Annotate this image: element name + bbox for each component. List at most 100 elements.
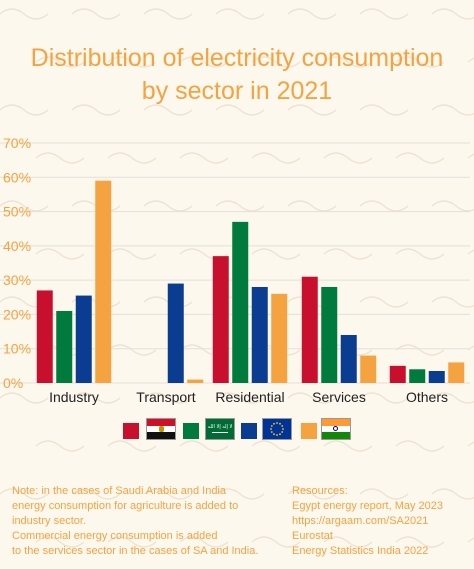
- x-tick-label: Transport: [136, 389, 196, 405]
- background-ornament: [107, 152, 157, 164]
- background-ornament: [323, 440, 373, 452]
- background-ornament: [71, 8, 121, 20]
- eu-star: [279, 433, 281, 436]
- bar: [167, 283, 184, 383]
- resource-line: Egypt energy report, May 2023: [292, 500, 444, 512]
- background-ornament: [323, 536, 373, 548]
- background-ornament: [107, 440, 157, 452]
- y-tick-label: 20%: [3, 306, 31, 322]
- background-ornament: [179, 152, 229, 164]
- background-ornament: [35, 248, 85, 260]
- background-ornament: [215, 392, 265, 404]
- background-ornament: [251, 440, 301, 452]
- bar: [251, 287, 268, 383]
- y-tick-label: 30%: [3, 272, 31, 288]
- x-tick-label: Industry: [49, 389, 99, 405]
- legend: لا إله إلا الله: [0, 416, 474, 446]
- background-ornament: [251, 536, 301, 548]
- background-ornament: [287, 200, 337, 212]
- background-ornament: [395, 536, 445, 548]
- note-line: Note: in the cases of Saudi Arabia and I…: [12, 485, 227, 497]
- eu-flag-icon: [262, 418, 292, 440]
- background-ornament: [179, 440, 229, 452]
- bar: [340, 335, 357, 383]
- background-ornament: [107, 344, 157, 356]
- eu-star: [281, 431, 284, 433]
- y-tick-label: 60%: [3, 169, 31, 185]
- background-ornament: [395, 152, 445, 164]
- background-ornament: [143, 8, 193, 20]
- background-ornament: [395, 440, 445, 452]
- bar: [36, 290, 53, 383]
- eu-star: [270, 425, 273, 427]
- x-tick-label: Others: [406, 389, 448, 405]
- legend-swatch-green: [183, 423, 199, 439]
- background-ornament: [431, 488, 474, 500]
- bar: [271, 293, 288, 383]
- background-ornament: [431, 200, 474, 212]
- eu-star: [281, 425, 284, 427]
- background-ornament: [359, 392, 409, 404]
- background-ornament: [0, 200, 49, 212]
- saudi-arabia-flag-icon: لا إله إلا الله: [205, 418, 235, 440]
- chart-title: Distribution of electricity consumption …: [0, 42, 474, 108]
- background-ornament: [179, 536, 229, 548]
- saudi-flag-script: لا إله إلا الله: [207, 424, 233, 430]
- background-ornament: [323, 152, 373, 164]
- y-tick-label: 70%: [3, 135, 31, 151]
- bar: [75, 295, 92, 383]
- background-ornament: [359, 8, 409, 20]
- background-ornament: [0, 488, 49, 500]
- note-line: industry sector.: [12, 515, 86, 527]
- legend-swatch-orange: [301, 423, 317, 439]
- bar: [212, 256, 229, 383]
- title-line-2: by sector in 2021: [141, 77, 333, 105]
- bar: [232, 221, 249, 383]
- background-ornament: [107, 536, 157, 548]
- background-ornament: [71, 104, 121, 116]
- background-ornament: [179, 56, 229, 68]
- background-ornament: [287, 104, 337, 116]
- egypt-flag-icon: [146, 418, 176, 440]
- eu-star: [282, 428, 284, 430]
- india-flag-icon: [321, 418, 351, 440]
- background-ornament: [143, 488, 193, 500]
- bar: [321, 287, 338, 383]
- background-ornament: [0, 392, 49, 404]
- y-tick-label: 50%: [3, 204, 31, 220]
- y-tick-label: 40%: [3, 238, 31, 254]
- y-tick-label: 10%: [3, 341, 31, 357]
- x-tick-label: Residential: [215, 389, 284, 405]
- background-ornament: [395, 248, 445, 260]
- background-ornament: [35, 152, 85, 164]
- background-ornament: [71, 488, 121, 500]
- background-ornament: [323, 56, 373, 68]
- background-ornament: [35, 440, 85, 452]
- note-line: Commercial energy consumption is added: [12, 530, 218, 542]
- eu-star: [276, 422, 278, 424]
- background-ornament: [0, 104, 49, 116]
- background-ornament: [395, 344, 445, 356]
- background-ornament: [215, 104, 265, 116]
- note-line: to the services sector in the cases of S…: [12, 545, 259, 557]
- background-ornament: [143, 392, 193, 404]
- background-ornament: [287, 392, 337, 404]
- background-ornament: [143, 104, 193, 116]
- bar: [56, 311, 73, 383]
- background-ornament: [35, 56, 85, 68]
- note-line: energy consumption for agriculture is ad…: [12, 500, 239, 512]
- background-ornament: [431, 104, 474, 116]
- background-ornament: [251, 248, 301, 260]
- background-ornament: [215, 8, 265, 20]
- background-ornament: [431, 8, 474, 20]
- background-ornament: [287, 8, 337, 20]
- background-ornament: [431, 392, 474, 404]
- bar: [95, 180, 112, 383]
- background-ornament: [107, 248, 157, 260]
- bar: [428, 371, 445, 383]
- background-ornament: [323, 248, 373, 260]
- background-ornament: [35, 536, 85, 548]
- background-ornament: [251, 56, 301, 68]
- resources: Resources: Egypt energy report, May 2023…: [292, 484, 470, 559]
